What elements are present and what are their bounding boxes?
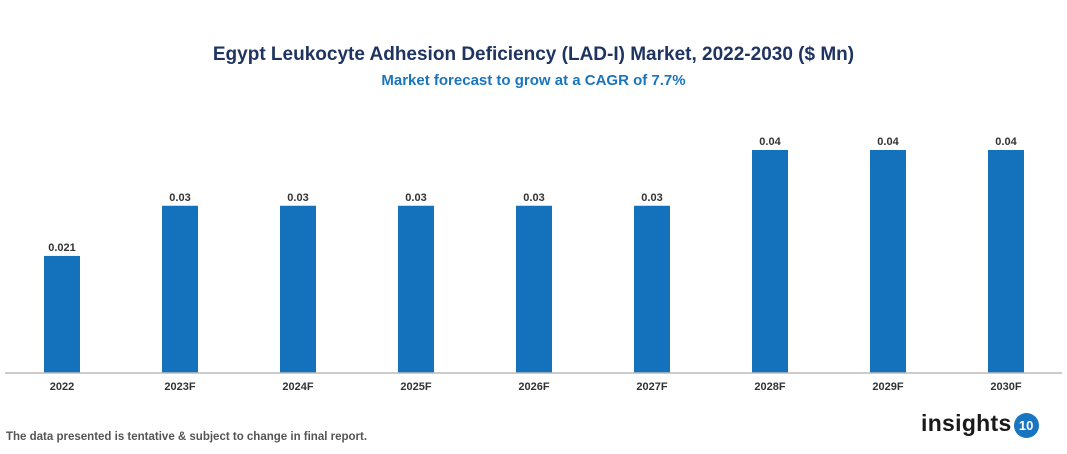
x-tick-label: 2030F — [990, 381, 1021, 393]
chart-title: Egypt Leukocyte Adhesion Deficiency (LAD… — [212, 44, 855, 65]
x-tick-label: 2029F — [872, 381, 903, 393]
chart-subtitle: Market forecast to grow at a CAGR of 7.7… — [381, 72, 686, 89]
x-tick-label: 2027F — [636, 381, 667, 393]
data-label: 0.03 — [523, 192, 544, 204]
x-tick-label: 2026F — [518, 381, 549, 393]
bar — [516, 205, 552, 373]
bar — [870, 150, 906, 373]
bar — [162, 205, 198, 373]
x-tick-label: 2028F — [754, 381, 785, 393]
disclaimer-note: The data presented is tentative & subjec… — [6, 431, 368, 443]
x-tick-label: 2023F — [164, 381, 195, 393]
data-label: 0.03 — [641, 192, 662, 204]
bar — [44, 255, 80, 373]
data-label: 0.03 — [405, 192, 426, 204]
data-label: 0.04 — [759, 136, 781, 148]
logo-badge: 10 — [1013, 413, 1039, 438]
bar — [752, 150, 788, 373]
bar — [280, 205, 316, 373]
bar — [634, 205, 670, 373]
bar — [988, 150, 1024, 373]
insights10-logo: insights 10 — [921, 409, 1039, 438]
data-label: 0.04 — [995, 136, 1017, 148]
x-tick-label: 2024F — [282, 381, 313, 393]
logo-text: insights — [921, 410, 1012, 436]
data-label: 0.021 — [48, 242, 76, 254]
data-label: 0.03 — [169, 192, 190, 204]
bar — [398, 205, 434, 373]
data-label: 0.03 — [287, 192, 308, 204]
data-label: 0.04 — [877, 136, 899, 148]
x-tick-label: 2025F — [400, 381, 431, 393]
x-tick-label: 2022 — [50, 381, 74, 393]
